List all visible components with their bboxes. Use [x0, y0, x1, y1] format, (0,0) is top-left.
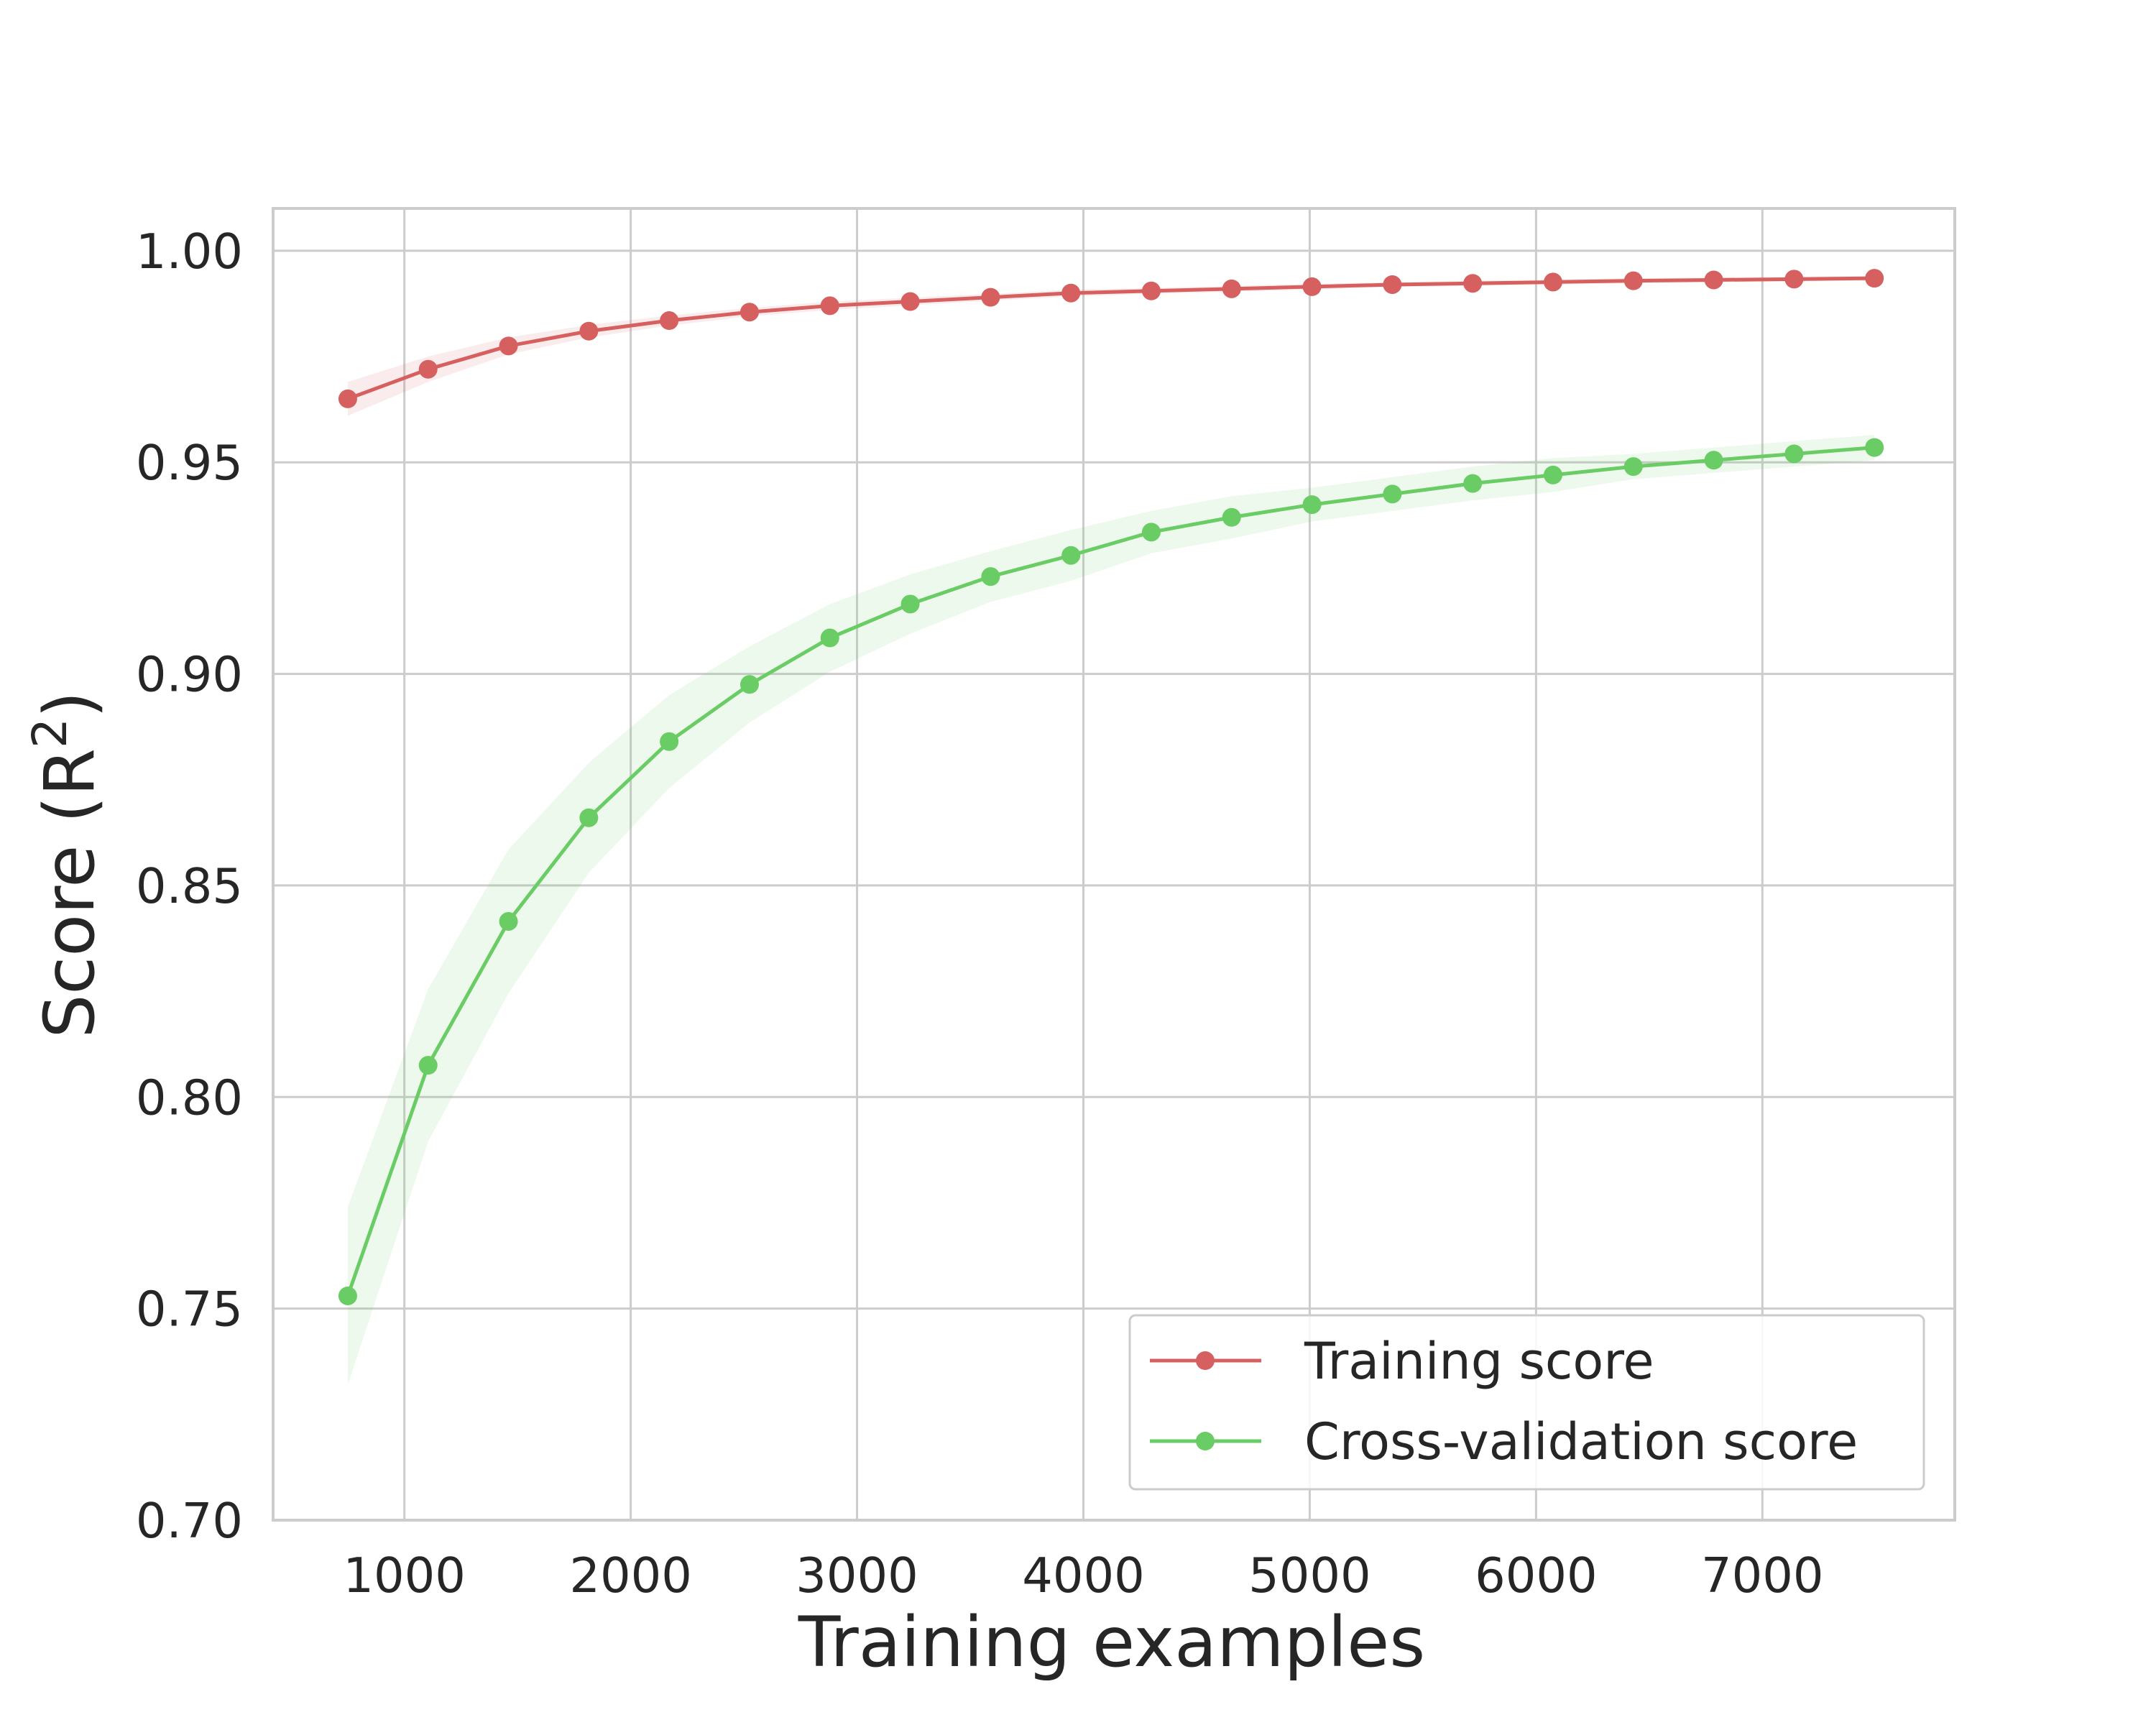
data-point — [1865, 438, 1884, 457]
data-point — [579, 808, 599, 827]
data-point — [1463, 274, 1483, 293]
data-point — [338, 1286, 357, 1305]
data-point — [981, 288, 1000, 307]
legend-label-cross-validation: Cross-validation score — [1304, 1412, 1858, 1471]
data-point — [740, 303, 759, 322]
data-point — [740, 675, 759, 694]
data-point — [1463, 474, 1483, 493]
y-tick-label: 0.85 — [136, 858, 243, 914]
data-point — [1222, 279, 1241, 298]
data-point — [660, 732, 679, 751]
data-point — [1222, 507, 1241, 527]
series-lines — [346, 276, 1875, 1297]
data-point — [820, 628, 839, 648]
x-tick-label: 3000 — [796, 1547, 918, 1604]
y-tick-label: 0.90 — [136, 647, 243, 703]
data-point — [1784, 270, 1804, 289]
x-tick-label: 1000 — [343, 1547, 466, 1604]
data-point — [579, 321, 599, 341]
data-point — [1383, 484, 1402, 504]
confidence-bands — [347, 275, 1875, 1385]
x-axis-title: Training examples — [798, 1602, 1426, 1683]
confidence-band-1 — [347, 434, 1875, 1385]
data-point — [1543, 465, 1562, 484]
x-tick-label: 4000 — [1022, 1547, 1145, 1604]
data-point — [1141, 523, 1161, 542]
y-tick-label: 1.00 — [136, 224, 243, 280]
data-point — [1865, 269, 1884, 288]
data-point — [1623, 271, 1643, 290]
data-point — [900, 594, 920, 614]
plot-frame — [272, 207, 1956, 1522]
data-point — [1543, 272, 1562, 292]
data-point — [1784, 444, 1804, 464]
data-point — [1704, 270, 1723, 290]
data-point — [418, 1056, 438, 1075]
legend-marker-cross-validation — [1196, 1432, 1215, 1450]
y-tick-labels: 0.70 0.75 0.80 0.85 0.90 0.95 1.00 — [136, 224, 243, 1549]
y-axis-title-close: ) — [29, 691, 110, 718]
legend-frame — [1128, 1314, 1925, 1491]
x-tick-label: 2000 — [569, 1547, 692, 1604]
data-point — [900, 292, 920, 311]
data-point — [1061, 546, 1081, 565]
confidence-band-0 — [347, 275, 1875, 416]
y-axis-title: Score (R2) — [22, 691, 110, 1039]
y-axis-title-base: Score (R — [29, 748, 110, 1039]
y-tick-label: 0.70 — [136, 1493, 243, 1549]
data-point — [499, 336, 518, 356]
data-point — [1623, 457, 1643, 477]
data-point — [338, 389, 357, 408]
legend: Training score Cross-validation score — [1128, 1314, 1925, 1491]
legend-marker-training — [1196, 1351, 1215, 1370]
data-point — [1302, 495, 1322, 515]
series-points — [338, 269, 1884, 1305]
y-tick-label: 0.95 — [136, 435, 243, 491]
data-point — [820, 296, 839, 316]
x-tick-label: 5000 — [1248, 1547, 1371, 1604]
data-point — [499, 911, 518, 931]
y-axis-title-superscript: 2 — [22, 718, 78, 748]
data-point — [1383, 275, 1402, 294]
data-point — [1302, 277, 1322, 296]
data-point — [418, 359, 438, 379]
x-tick-labels: 1000 2000 3000 4000 5000 6000 7000 — [343, 1547, 1823, 1604]
series-line-0 — [347, 276, 1875, 401]
data-point — [1061, 283, 1081, 303]
data-point — [660, 311, 679, 331]
data-point — [1141, 281, 1161, 300]
data-point — [981, 567, 1000, 586]
series-line-1 — [346, 446, 1875, 1297]
legend-label-training: Training score — [1304, 1332, 1654, 1391]
data-point — [1704, 451, 1723, 470]
x-tick-label: 7000 — [1701, 1547, 1824, 1604]
x-tick-label: 6000 — [1475, 1547, 1598, 1604]
y-tick-label: 0.75 — [136, 1282, 243, 1338]
y-tick-label: 0.80 — [136, 1070, 243, 1126]
